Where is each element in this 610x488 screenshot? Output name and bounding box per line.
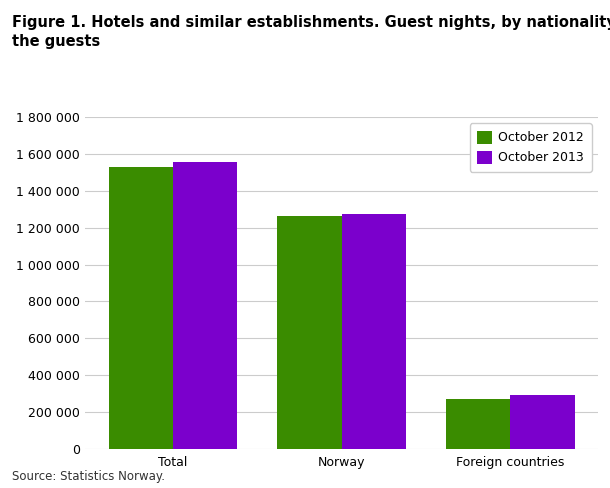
Text: Figure 1. Hotels and similar establishments. Guest nights, by nationality of
the: Figure 1. Hotels and similar establishme…	[12, 15, 610, 49]
Bar	[278, 216, 342, 449]
Text: Source: Statistics Norway.: Source: Statistics Norway.	[12, 470, 165, 483]
Bar	[342, 214, 406, 449]
Bar	[447, 399, 511, 449]
Legend: October 2012, October 2013: October 2012, October 2013	[470, 123, 592, 172]
Bar	[109, 167, 173, 449]
Bar	[511, 395, 575, 449]
Bar	[173, 162, 237, 449]
